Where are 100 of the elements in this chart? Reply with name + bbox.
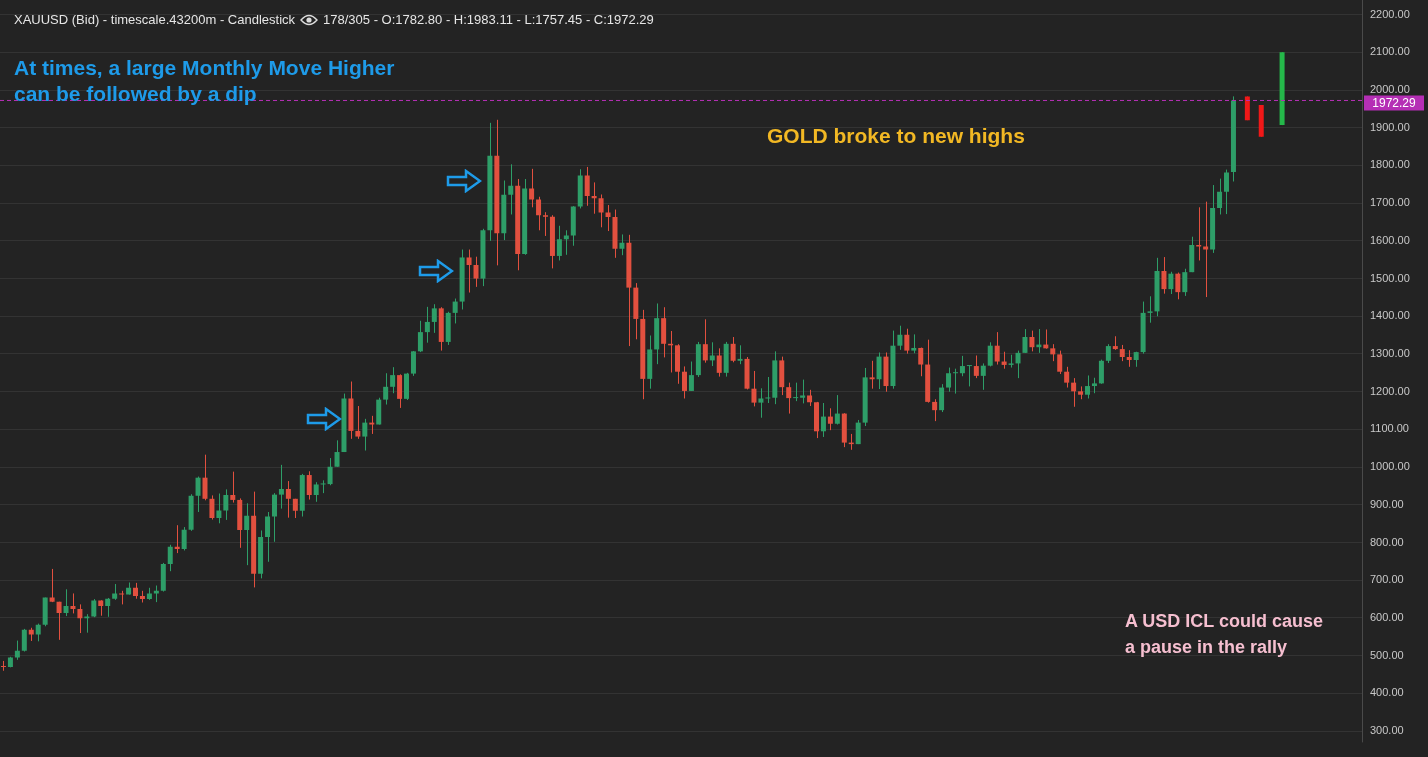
candlestick: [994, 331, 1000, 366]
candlestick: [737, 344, 743, 365]
y-tick-label: 1700.00: [1370, 196, 1410, 209]
candlestick: [966, 364, 972, 387]
candlestick: [918, 347, 924, 377]
candlestick: [709, 341, 715, 367]
candlestick: [230, 471, 236, 504]
candlestick: [834, 394, 840, 426]
candlestick: [397, 373, 403, 409]
candlestick: [542, 211, 548, 237]
y-tick-label: 1200.00: [1370, 384, 1410, 397]
y-tick-label: 800.00: [1370, 535, 1404, 548]
candlestick: [278, 464, 284, 510]
candlestick: [466, 249, 472, 294]
y-tick-label: 1100.00: [1370, 422, 1409, 435]
candlestick: [1015, 350, 1021, 379]
candlestick: [820, 402, 826, 438]
candlestick: [265, 511, 271, 563]
candlestick: [410, 350, 416, 377]
candlestick: [876, 351, 882, 390]
candlestick: [320, 479, 326, 494]
candlestick: [751, 370, 757, 407]
y-tick-label: 2100.00: [1370, 45, 1410, 58]
candlestick: [313, 481, 319, 503]
candlestick: [369, 415, 375, 435]
y-tick-label: 400.00: [1370, 686, 1404, 699]
candlestick: [167, 544, 173, 572]
y-tick-label: 500.00: [1370, 648, 1404, 661]
candlestick: [452, 298, 458, 324]
candlestick: [271, 492, 277, 543]
candlestick: [987, 341, 993, 367]
y-tick-label: 600.00: [1370, 610, 1404, 623]
candlestick: [1098, 359, 1104, 385]
candlestick: [1085, 374, 1091, 399]
y-tick-label: 300.00: [1370, 724, 1404, 737]
candlestick: [14, 640, 20, 661]
y-tick-label: 1600.00: [1370, 233, 1410, 246]
annotation: GOLD broke to new highs: [767, 123, 1026, 149]
candlestick: [431, 303, 437, 334]
candlestick: [855, 419, 861, 445]
candlestick: [716, 347, 722, 378]
candlestick: [56, 601, 62, 641]
chart-subtitle: 178/305 - O:1782.80 - H:1983.11 - L:1757.45 - C:1972.29: [323, 12, 654, 27]
candlestick: [174, 524, 180, 554]
candlestick: [334, 439, 340, 468]
candlestick: [209, 494, 215, 521]
candlestick: [681, 365, 687, 399]
candlestick: [223, 488, 229, 521]
chart-title: XAUUSD (Bid) - timescale.43200m - Candlestick: [14, 12, 296, 27]
y-tick-label: 1800.00: [1370, 158, 1410, 171]
candlestick: [105, 597, 111, 618]
candlestick: [529, 168, 535, 208]
candlestick: [939, 383, 945, 413]
candlestick: [1161, 256, 1167, 295]
candlestick: [508, 163, 514, 215]
candlestick: [49, 568, 55, 603]
candlestick: [362, 418, 368, 452]
ref-line-label: 1972.29: [1372, 95, 1417, 110]
candlestick: [1071, 377, 1077, 408]
candlestick: [424, 306, 430, 344]
candlestick: [1182, 268, 1188, 297]
candlestick: [1203, 201, 1209, 298]
candlestick: [383, 372, 389, 406]
candlestick: [946, 367, 952, 393]
candlestick: [758, 387, 764, 419]
candlestick: [786, 382, 792, 415]
candlestick: [702, 318, 708, 364]
candlestick: [84, 613, 90, 634]
candlestick: [1168, 271, 1174, 295]
candlestick: [306, 470, 312, 501]
candlestick: [952, 368, 958, 395]
candlestick: [417, 320, 423, 353]
candlestick: [1175, 272, 1181, 300]
annotation: At times, a large Monthly Move Higher can be followed by a dip: [14, 55, 396, 107]
y-tick-label: 1500.00: [1370, 271, 1410, 284]
y-tick-label: 1000.00: [1370, 460, 1410, 473]
candlestick: [1196, 206, 1202, 261]
candlestick: [800, 379, 806, 404]
candlestick: [688, 361, 694, 392]
candlestick: [63, 588, 69, 617]
candlestick: [536, 196, 542, 231]
candlestick: [327, 457, 333, 486]
y-tick-label: 2200.00: [1370, 7, 1410, 20]
candlestick: [77, 603, 83, 634]
candlestick: [1217, 178, 1223, 215]
candlestick: [216, 493, 222, 524]
candlestick: [1029, 330, 1035, 352]
candlestick: [244, 502, 250, 566]
y-tick-label: 900.00: [1370, 497, 1404, 510]
y-tick-label: 2000.00: [1370, 83, 1410, 96]
candlestick: [619, 233, 625, 256]
candlestick: [904, 328, 910, 355]
candlestick: [911, 333, 917, 354]
y-tick-label: 1400.00: [1370, 309, 1410, 322]
candlestick: [897, 325, 903, 351]
y-tick-label: 1300.00: [1370, 347, 1410, 360]
candlestick: [869, 360, 875, 390]
candlestick: [556, 225, 562, 261]
candlestick: [765, 376, 771, 404]
candlestick: [827, 407, 833, 431]
